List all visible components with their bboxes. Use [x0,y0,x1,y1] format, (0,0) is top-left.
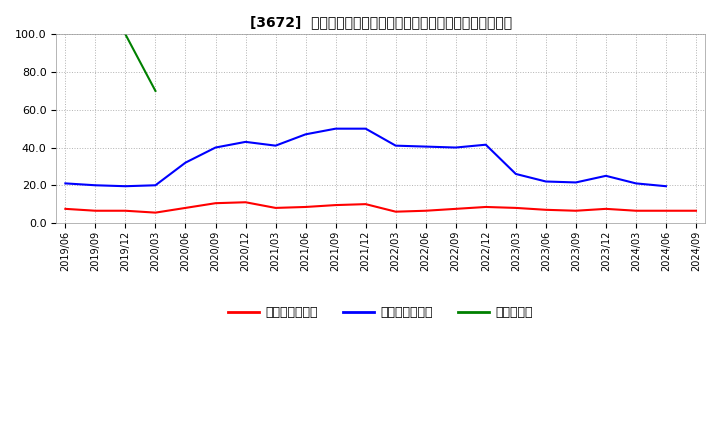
Title: [3672]  売上債権回転率、買入債務回転率、在庫回転率の推移: [3672] 売上債権回転率、買入債務回転率、在庫回転率の推移 [250,15,512,29]
Legend: 売上債権回転率, 買入債務回転率, 在庫回転率: 売上債権回転率, 買入債務回転率, 在庫回転率 [223,301,538,324]
